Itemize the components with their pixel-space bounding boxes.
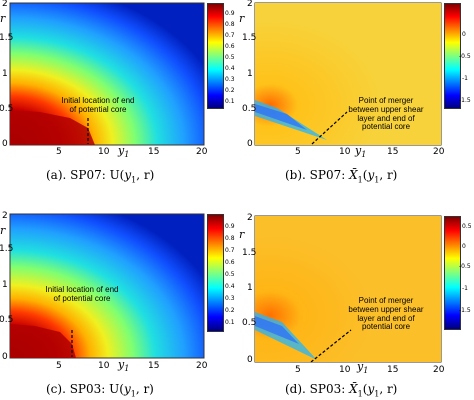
figure-a: Initial location of end of potential cor… xyxy=(0,0,237,200)
caption-c: (c). SP03: U(y1, r) xyxy=(46,382,154,399)
cbtick-d--0.5: -0.5 xyxy=(459,263,471,270)
xtick-d-20: 20 xyxy=(433,365,445,375)
xtick-c-10: 10 xyxy=(98,361,110,371)
cbtick-c-0.2: 0.2 xyxy=(225,307,235,314)
xtick-a-5: 5 xyxy=(56,147,62,157)
caption-b: (b). SP07: X̄1(y1, r) xyxy=(285,168,398,185)
ytick-c-1.5: 1.5 xyxy=(0,244,14,254)
annotation-c: Initial location of end of potential cor… xyxy=(45,285,119,303)
ytick-b-1: 1 xyxy=(247,69,253,79)
xtick-a-20: 20 xyxy=(196,147,208,157)
colorbar-c xyxy=(207,214,224,332)
xtick-b-15: 15 xyxy=(387,147,399,157)
colorbar-b xyxy=(444,3,461,109)
ytick-d-0.5: 0.5 xyxy=(242,318,257,328)
xtick-c-15: 15 xyxy=(148,361,160,371)
y-axis-label-b: r xyxy=(239,12,245,25)
figure-b: Point of merger between upper shear laye… xyxy=(237,0,474,200)
cbtick-c-0.5: 0.5 xyxy=(225,271,235,278)
ytick-c-1: 1 xyxy=(2,280,8,290)
cbtick-c-0.1: 0.1 xyxy=(225,319,235,326)
cbtick-d--1.5: -1.5 xyxy=(459,307,471,314)
caption-a: (a). SP07: U(y1, r) xyxy=(46,168,155,185)
ytick-c-2: 2 xyxy=(2,211,8,221)
colorbar-d xyxy=(444,216,461,330)
figure-c: Initial location of end of potential cor… xyxy=(0,212,237,400)
ytick-a-0: 0 xyxy=(2,139,8,149)
ytick-b-1.5: 1.5 xyxy=(242,33,257,43)
cbtick-b--1: -1 xyxy=(462,75,468,82)
cbtick-c-0.4: 0.4 xyxy=(225,283,235,290)
xtick-d-10: 10 xyxy=(339,365,351,375)
xtick-a-15: 15 xyxy=(148,147,160,157)
colorbar-a xyxy=(207,3,224,109)
merger-marker-d xyxy=(310,329,352,363)
x-axis-label-a: y1 xyxy=(118,144,130,160)
y-axis-label-d: r xyxy=(239,228,245,241)
cbtick-a-0.1: 0.1 xyxy=(225,98,235,105)
merger-marker-b xyxy=(311,111,348,145)
ytick-a-0.5: 0.5 xyxy=(0,104,14,114)
contour-plot-a xyxy=(9,2,205,146)
y-axis-label-a: r xyxy=(0,12,6,25)
cbtick-b-0: 0 xyxy=(462,31,466,38)
annotation-a: Initial location of end of potential cor… xyxy=(61,96,135,114)
ytick-d-2: 2 xyxy=(247,213,253,223)
cbtick-a-0.9: 0.9 xyxy=(225,10,235,17)
annotation-d: Point of merger between upper shear laye… xyxy=(348,296,424,332)
cbtick-a-0.8: 0.8 xyxy=(225,21,235,28)
ytick-c-0.5: 0.5 xyxy=(0,315,14,325)
xtick-b-20: 20 xyxy=(433,147,445,157)
cbtick-a-0.6: 0.6 xyxy=(225,43,235,50)
caption-d: (d). SP03: X̄1(y1, r) xyxy=(285,382,398,399)
cbtick-a-0.7: 0.7 xyxy=(225,32,235,39)
xtick-a-10: 10 xyxy=(98,147,110,157)
ytick-a-1: 1 xyxy=(2,69,8,79)
ytick-c-0: 0 xyxy=(2,352,8,362)
ytick-d-1: 1 xyxy=(247,283,253,293)
ytick-d-1.5: 1.5 xyxy=(242,248,257,258)
cbtick-c-0.7: 0.7 xyxy=(225,247,235,254)
xtick-d-15: 15 xyxy=(387,365,399,375)
ytick-a-2: 2 xyxy=(2,0,8,9)
xtick-b-5: 5 xyxy=(295,147,301,157)
cbtick-b--0.5: -0.5 xyxy=(459,53,471,60)
cbtick-d--1: -1 xyxy=(462,285,468,292)
contour-plot-d xyxy=(254,215,442,363)
xtick-b-10: 10 xyxy=(339,147,351,157)
cbtick-a-0.4: 0.4 xyxy=(225,65,235,72)
cbtick-c-0.8: 0.8 xyxy=(225,235,235,242)
ytick-d-0: 0 xyxy=(247,355,253,365)
cbtick-a-0.5: 0.5 xyxy=(225,54,235,61)
cbtick-d-0: 0 xyxy=(462,243,466,250)
contour-plot-c xyxy=(9,213,205,359)
cbtick-a-0.2: 0.2 xyxy=(225,87,235,94)
y-axis-label-c: r xyxy=(0,224,6,237)
ytick-a-1.5: 1.5 xyxy=(0,33,14,43)
annotation-b: Point of merger between upper shear laye… xyxy=(348,96,424,132)
ytick-b-2: 2 xyxy=(247,0,253,9)
cbtick-d-0.5: 0.5 xyxy=(462,223,472,230)
ytick-b-0: 0 xyxy=(247,139,253,149)
cbtick-c-0.6: 0.6 xyxy=(225,259,235,266)
cbtick-a-0.3: 0.3 xyxy=(225,76,235,83)
ytick-b-0.5: 0.5 xyxy=(242,104,257,114)
xtick-c-20: 20 xyxy=(196,361,208,371)
x-axis-label-c: y1 xyxy=(118,358,130,374)
contour-plot-b xyxy=(254,2,442,146)
figure-d: Point of merger between upper shear laye… xyxy=(237,212,474,400)
cbtick-b--1.5: -1.5 xyxy=(459,97,471,104)
cbtick-c-0.3: 0.3 xyxy=(225,295,235,302)
xtick-c-5: 5 xyxy=(56,361,62,371)
x-axis-label-d: y1 xyxy=(357,360,369,376)
x-axis-label-b: y1 xyxy=(355,144,367,160)
cbtick-c-0.9: 0.9 xyxy=(225,223,235,230)
xtick-d-5: 5 xyxy=(295,365,301,375)
